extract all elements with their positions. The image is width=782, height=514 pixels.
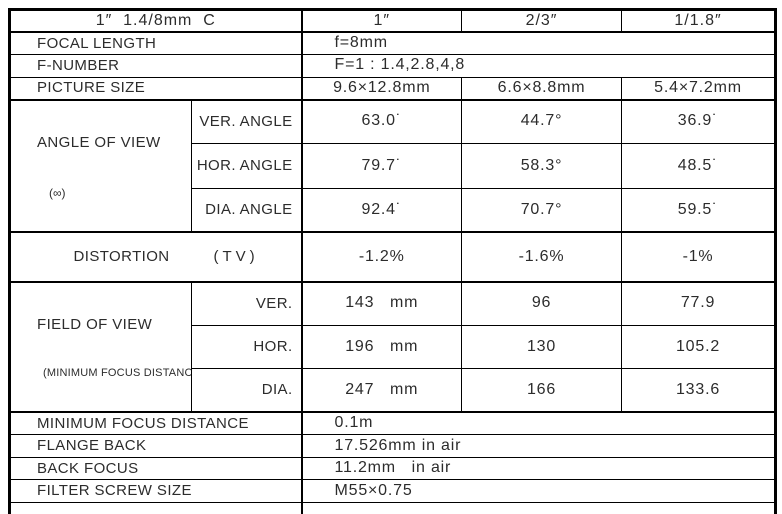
lens-spec-table: 1″ 1.4/8mm C 1″ 2/3″ 1/1.8″ FOCAL LENGTH…: [8, 8, 778, 514]
fov-hor-1-1.8in: 105.2: [621, 324, 777, 370]
picture-size-2-3in: 6.6×8.8mm: [461, 76, 623, 101]
back-focus-value: 11.2mm in air: [301, 456, 777, 481]
distortion-tv-note: (TV): [213, 248, 259, 266]
distortion-1in: -1.2%: [301, 231, 463, 283]
fov-ver-1-1.8in: 77.9: [621, 281, 777, 326]
fov-dia-1in: 247 mm: [301, 368, 463, 414]
dia-angle-1in: 92.4˙: [301, 187, 463, 234]
dia-angle-2-3in: 70.7°: [461, 187, 623, 234]
distortion-label: DISTORTION (TV): [8, 231, 303, 283]
picture-size-label: PICTURE SIZE: [8, 76, 303, 101]
focal-length-value: f=8mm: [301, 31, 777, 55]
fov-dia-1-1.8in: 133.6: [621, 368, 777, 414]
focal-length-label: FOCAL LENGTH: [8, 31, 303, 55]
front-rear-effective-dia-value: FRONT ⌀37.4mmREAR ⌀17.5mm: [301, 501, 777, 514]
model-name: 1″ 1.4/8mm C: [8, 9, 303, 33]
fov-ver-label: VER.: [190, 281, 303, 326]
ver-angle-1in: 63.0˙: [301, 98, 463, 145]
f-number-label: F-NUMBER: [8, 54, 303, 78]
row-flange-back: FLANGE BACK 17.526mm in air: [8, 434, 777, 458]
fov-hor-2-3in: 130: [461, 324, 623, 370]
dia-angle-label: DIA. ANGLE: [190, 187, 303, 234]
picture-size-1in: 9.6×12.8mm: [301, 76, 463, 101]
dia-angle-1-1.8in: 59.5˙: [621, 187, 777, 234]
row-angle-of-view-hor: HOR. ANGLE 79.7˙ 58.3° 48.5˙: [10, 143, 777, 189]
field-of-view-title: FIELD OF VIEW: [37, 316, 153, 334]
row-f-number: F-NUMBER F=1 : 1.4,2.8,4,8: [8, 54, 777, 78]
hor-angle-2-3in: 58.3°: [461, 143, 623, 189]
fov-hor-1in: 196 mm: [301, 324, 463, 370]
column-header-1in: 1″: [301, 9, 463, 33]
row-front-rear-effective-dia: FRONT/REAR EFFECTIVE DIA. FRONT ⌀37.4mmR…: [8, 501, 777, 514]
filter-screw-size-label: FILTER SCREW SIZE: [8, 479, 303, 503]
fov-ver-1in: 143 mm: [301, 281, 463, 326]
fov-ver-2-3in: 96: [461, 281, 623, 326]
fov-dia-2-3in: 166: [461, 368, 623, 414]
distortion-2-3in: -1.6%: [461, 231, 623, 283]
row-picture-size: PICTURE SIZE 9.6×12.8mm 6.6×8.8mm 5.4×7.…: [8, 76, 777, 101]
row-distortion: DISTORTION (TV) -1.2% -1.6% -1%: [8, 231, 777, 283]
row-field-of-view-hor: HOR. 196 mm 130 105.2: [10, 324, 777, 370]
row-angle-of-view-dia: DIA. ANGLE 92.4˙ 70.7° 59.5˙: [10, 187, 777, 234]
minimum-focus-distance-value: 0.1m: [301, 411, 777, 436]
front-rear-effective-dia-label: FRONT/REAR EFFECTIVE DIA.: [8, 501, 303, 514]
row-back-focus: BACK FOCUS 11.2mm in air: [8, 456, 777, 481]
infinity-note: (∞): [49, 186, 66, 201]
ver-angle-label: VER. ANGLE: [190, 98, 303, 145]
fov-dia-label: DIA.: [190, 368, 303, 414]
minimum-focus-distance-note: (MINIMUM FOCUS DISTANCE): [43, 367, 192, 380]
distortion-label-text: DISTORTION: [73, 248, 170, 266]
row-field-of-view-ver: FIELD OF VIEW (MINIMUM FOCUS DISTANCE) V…: [9, 281, 777, 414]
column-header-1-1.8in: 1/1.8″: [621, 9, 777, 33]
row-focal-length: FOCAL LENGTH f=8mm: [8, 31, 777, 55]
fov-hor-label: HOR.: [190, 324, 303, 370]
distortion-1-1.8in: -1%: [621, 231, 777, 283]
filter-screw-size-value: M55×0.75: [301, 479, 777, 503]
flange-back-value: 17.526mm in air: [301, 434, 777, 458]
row-filter-screw-size: FILTER SCREW SIZE M55×0.75: [8, 479, 777, 503]
angle-of-view-title: ANGLE OF VIEW: [37, 134, 161, 151]
picture-size-1-1.8in: 5.4×7.2mm: [621, 76, 777, 101]
header-row: 1″ 1.4/8mm C 1″ 2/3″ 1/1.8″: [8, 9, 777, 33]
back-focus-label: BACK FOCUS: [8, 456, 303, 481]
minimum-focus-distance-label: MINIMUM FOCUS DISTANCE: [8, 411, 303, 436]
f-number-value: F=1 : 1.4,2.8,4,8: [301, 54, 777, 78]
hor-angle-1in: 79.7˙: [301, 143, 463, 189]
row-angle-of-view-ver: ANGLE OF VIEW (∞) VER. ANGLE 63.0˙ 44.7°…: [9, 98, 777, 234]
ver-angle-2-3in: 44.7°: [461, 98, 623, 145]
angle-of-view-label: ANGLE OF VIEW (∞): [9, 99, 192, 234]
ver-angle-1-1.8in: 36.9˙: [621, 98, 777, 145]
hor-angle-label: HOR. ANGLE: [190, 143, 303, 189]
flange-back-label: FLANGE BACK: [8, 434, 303, 458]
field-of-view-label: FIELD OF VIEW (MINIMUM FOCUS DISTANCE): [9, 281, 192, 414]
hor-angle-1-1.8in: 48.5˙: [621, 143, 777, 189]
row-field-of-view-dia: DIA. 247 mm 166 133.6: [10, 368, 777, 414]
row-minimum-focus-distance: MINIMUM FOCUS DISTANCE 0.1m: [8, 411, 777, 436]
column-header-2-3in: 2/3″: [461, 9, 623, 33]
